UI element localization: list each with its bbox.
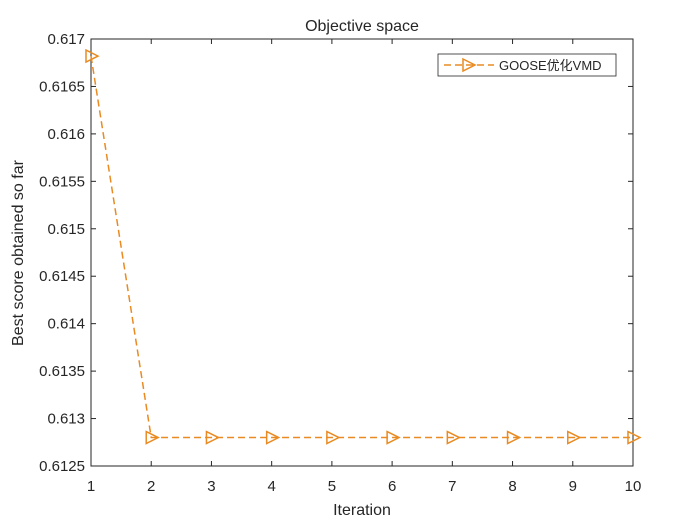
x-tick-label: 9 bbox=[569, 478, 577, 495]
y-axis-label: Best score obtained so far bbox=[10, 159, 27, 346]
y-tick-label: 0.6145 bbox=[39, 268, 85, 285]
x-axis-ticks: 1 2 3 4 5 6 7 8 9 10 bbox=[87, 39, 642, 495]
data-point-marker bbox=[386, 430, 401, 445]
y-tick-label: 0.615 bbox=[47, 221, 85, 238]
x-tick-label: 7 bbox=[448, 478, 456, 495]
data-point-marker bbox=[627, 430, 642, 445]
x-tick-label: 1 bbox=[87, 478, 95, 495]
data-point-marker bbox=[85, 48, 100, 64]
series-layer bbox=[85, 48, 642, 445]
y-tick-label: 0.6165 bbox=[39, 78, 85, 95]
y-axis-ticks: 0.6125 0.613 0.6135 0.614 0.6145 0.615 0.6155 0… bbox=[39, 31, 633, 475]
data-point-marker bbox=[265, 430, 281, 445]
chart-title: Objective space bbox=[305, 18, 419, 35]
data-point-marker bbox=[205, 430, 221, 445]
x-tick-label: 10 bbox=[625, 478, 642, 495]
legend-marker-icon bbox=[462, 57, 477, 73]
data-point-marker bbox=[567, 430, 582, 445]
y-tick-label: 0.613 bbox=[47, 411, 85, 428]
legend-entry-label: GOOSE优化VMD bbox=[499, 58, 602, 73]
legend-box bbox=[437, 53, 617, 77]
series-line bbox=[90, 55, 633, 439]
y-tick-label: 0.614 bbox=[47, 316, 85, 333]
plot-area bbox=[90, 38, 634, 467]
x-tick-label: 2 bbox=[147, 478, 155, 495]
y-tick-label: 0.6125 bbox=[39, 458, 85, 475]
x-tick-label: 4 bbox=[267, 478, 275, 495]
x-tick-label: 5 bbox=[328, 478, 336, 495]
y-tick-label: 0.616 bbox=[47, 126, 85, 143]
data-point-marker bbox=[446, 430, 462, 445]
x-tick-label: 8 bbox=[508, 478, 516, 495]
y-tick-label: 0.617 bbox=[47, 31, 85, 48]
data-point-marker bbox=[145, 430, 160, 445]
y-tick-label: 0.6155 bbox=[39, 173, 85, 190]
x-tick-label: 3 bbox=[207, 478, 215, 495]
legend: GOOSE优化VMD bbox=[437, 53, 617, 77]
y-tick-label: 0.6135 bbox=[39, 363, 85, 380]
x-axis-label: Iteration bbox=[333, 502, 391, 519]
data-point-marker bbox=[506, 430, 522, 445]
data-point-marker bbox=[326, 430, 341, 445]
x-tick-label: 6 bbox=[388, 478, 396, 495]
